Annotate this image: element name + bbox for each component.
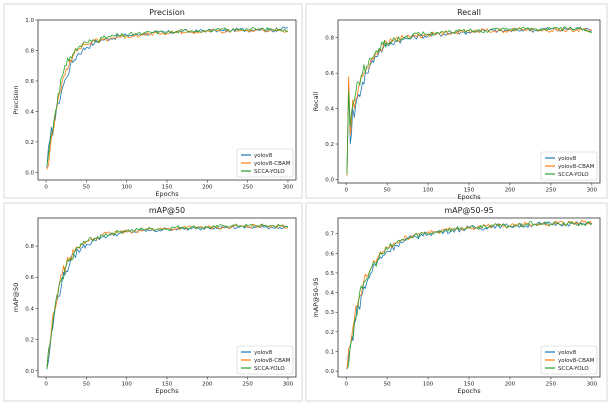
y-axis-label: mAP@50 [12,283,20,312]
legend-entry: yolov8-CBAM [558,164,595,170]
x-tick-label: 200 [505,382,516,388]
legend-entry: yolov8-CBAM [254,358,291,364]
y-tick-label: 0.2 [25,140,34,146]
series-line-scca-yolo [46,223,289,370]
chart-panel-4: 0 50 100 150 200 250 300 0.0 0.1 0.2 0.3 0.4 0.5 0.6 0… [305,202,608,402]
legend-box [540,345,598,375]
y-tick-label: 0.4 [25,306,34,312]
legend-entry: SCCA-YOLO [558,366,589,372]
y-tick-label: 0.4 [325,291,334,297]
x-tick-label: 150 [464,188,475,194]
x-tick-label: 100 [423,382,434,388]
x-tick-label: 150 [162,382,173,388]
series-line-yolov8 [346,26,593,171]
x-tick-label: 0 [44,382,48,388]
y-tick-label: 0.2 [325,142,334,148]
y-tick-label: 0.0 [25,170,34,176]
x-tick-label: 150 [162,185,173,191]
x-tick-label: 300 [587,188,598,194]
y-tick-label: 1.0 [25,18,34,24]
y-tick-label: 0.4 [325,107,334,113]
y-tick-label: 0.0 [25,369,34,375]
chart-panel-2: 0 50 100 150 200 250 300 0.0 0.2 0.4 0.6 0.8 Recall E… [305,3,608,201]
y-tick-label: 0.6 [25,79,34,85]
x-tick-label: 300 [587,382,598,388]
x-tick-label: 50 [384,188,391,194]
x-tick-label: 100 [423,188,434,194]
legend: yolov8 yolov8-CBAM SCCA-YOLO [540,345,598,375]
chart-panel-3: 0 50 100 150 200 250 300 0.0 0.2 0.4 0.6 0.8 mAP@50 E… [3,202,303,402]
legend-entry: SCCA-YOLO [254,366,285,372]
x-tick-label: 250 [546,382,557,388]
legend: yolov8 yolov8-CBAM SCCA-YOLO [540,151,598,181]
x-tick-label: 200 [202,382,213,388]
series-line-yolov8-cbam [46,28,289,170]
x-axis-label: Epochs [457,387,481,395]
x-tick-label: 50 [83,382,90,388]
x-tick-label: 50 [384,382,391,388]
x-axis-label: Epochs [155,190,179,198]
legend-box [236,148,294,178]
legend-box [540,151,598,181]
x-tick-label: 0 [44,185,48,191]
y-tick-label: 0.8 [25,244,34,250]
y-axis-label: mAP@50-95 [312,277,320,317]
y-tick-label: 0.0 [325,177,334,183]
y-tick-label: 0.4 [25,109,34,115]
x-tick-label: 250 [242,382,253,388]
chart-title: Precision [149,8,185,17]
x-tick-label: 300 [283,382,294,388]
chart-title: mAP@50-95 [444,206,493,215]
legend: yolov8 yolov8-CBAM SCCA-YOLO [236,148,294,178]
x-tick-label: 200 [202,185,213,191]
y-tick-label: 0.0 [325,369,334,375]
x-tick-label: 100 [121,185,132,191]
chart-title: Recall [457,8,481,17]
x-axis-label: Epochs [155,387,179,395]
x-tick-label: 250 [546,188,557,194]
series-line-scca-yolo [46,27,289,167]
series-line-scca-yolo [346,26,592,175]
legend-entry: SCCA-YOLO [254,169,285,175]
legend-entry: yolov8 [558,350,577,356]
y-tick-label: 0.8 [25,48,34,54]
x-tick-label: 100 [121,382,132,388]
y-tick-label: 0.2 [325,330,334,336]
y-axis-label: Recall [312,92,320,112]
y-tick-label: 0.3 [325,310,334,316]
y-tick-label: 0.6 [325,251,334,257]
chart-panel-1: 0 50 100 150 200 250 300 0.0 0.2 0.4 0.6 0.8 1.0 Prec… [3,3,303,199]
x-axis-label: Epochs [457,193,481,201]
y-axis-label: Precision [12,85,20,114]
x-tick-label: 200 [505,188,516,194]
legend: yolov8 yolov8-CBAM SCCA-YOLO [236,345,294,375]
y-tick-label: 0.5 [325,271,334,277]
series-line-yolov8-cbam [346,26,593,176]
series-line-scca-yolo [346,221,592,370]
y-tick-label: 0.1 [325,349,334,355]
legend-entry: yolov8 [254,350,273,356]
x-tick-label: 50 [83,185,90,191]
legend-entry: yolov8-CBAM [558,358,595,364]
x-tick-label: 0 [344,382,348,388]
legend-entry: yolov8 [558,156,577,162]
y-tick-label: 0.7 [325,232,334,238]
legend-entry: yolov8 [254,153,273,159]
legend-box [236,345,294,375]
y-tick-label: 0.6 [325,71,334,77]
y-tick-label: 0.8 [325,36,334,42]
legend-entry: SCCA-YOLO [558,172,589,178]
legend-entry: yolov8-CBAM [254,161,291,167]
chart-title: mAP@50 [149,206,185,215]
y-tick-label: 0.2 [25,338,34,344]
y-tick-label: 0.6 [25,275,34,281]
x-tick-label: 250 [242,185,253,191]
x-tick-label: 150 [464,382,475,388]
x-tick-label: 300 [283,185,294,191]
x-tick-label: 0 [344,188,348,194]
